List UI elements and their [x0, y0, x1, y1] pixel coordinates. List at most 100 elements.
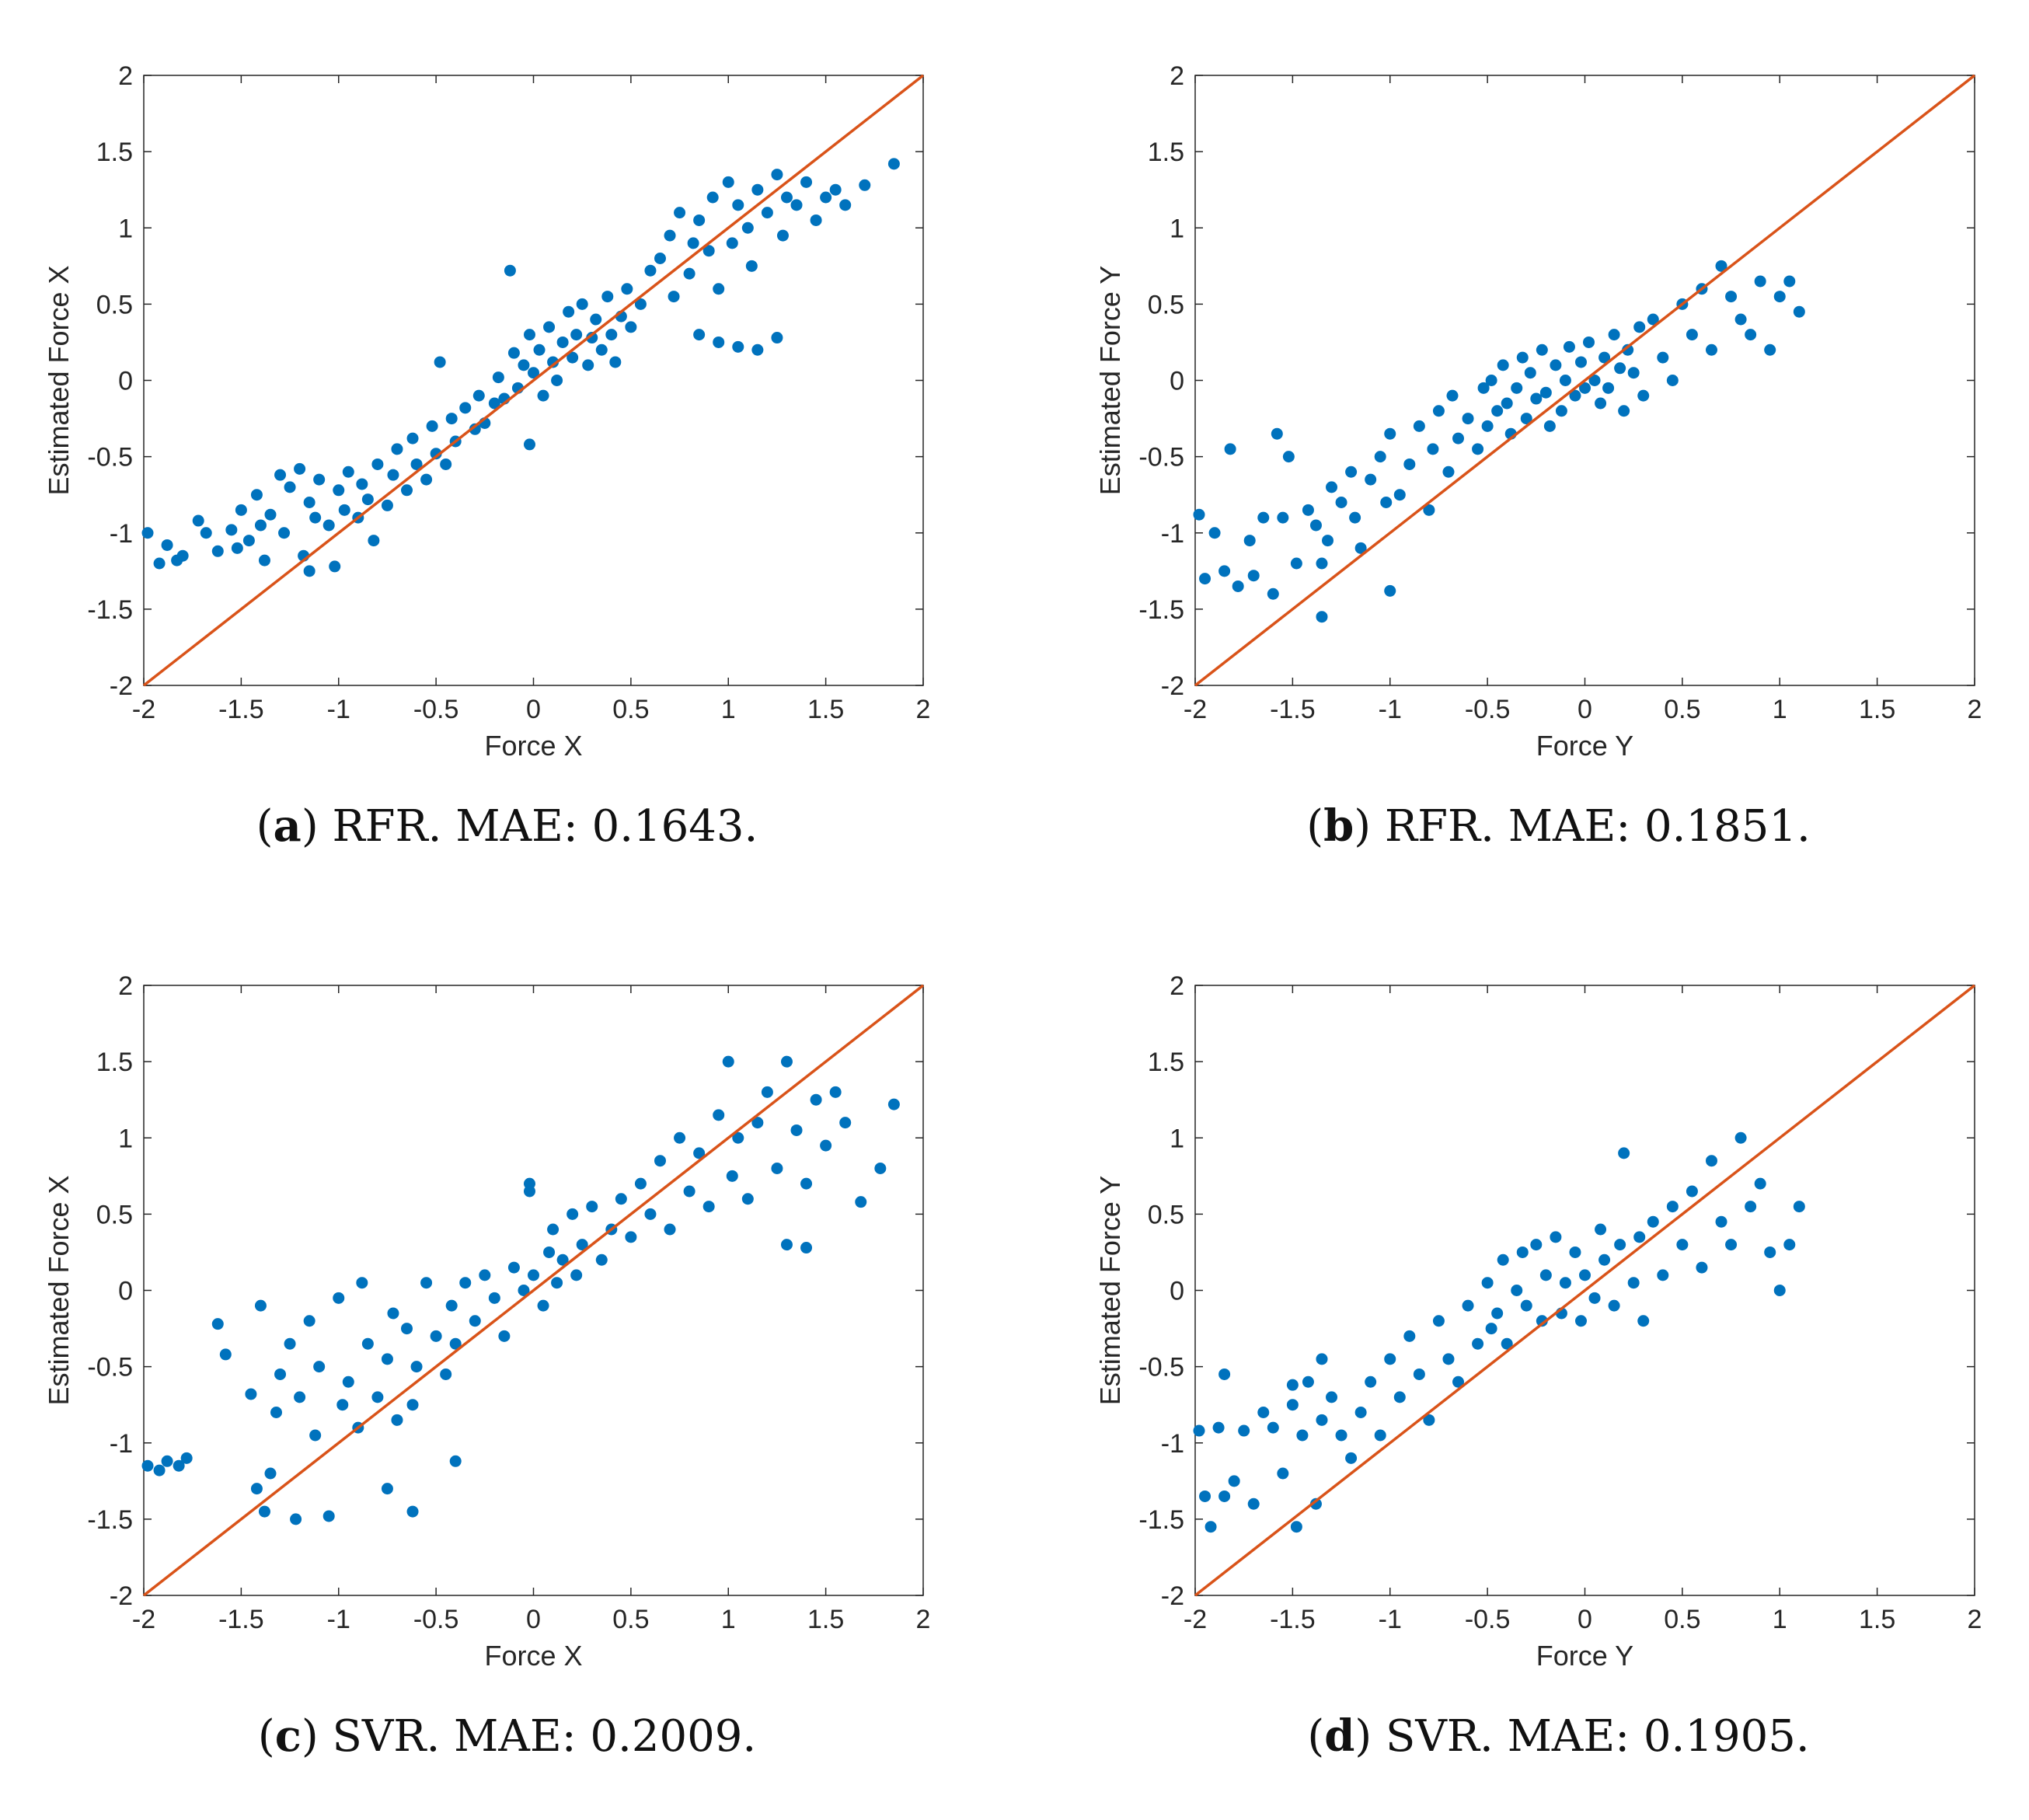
x-tick-label: -2: [1184, 1605, 1207, 1634]
data-point: [1296, 1429, 1309, 1442]
scatter-chart: -2 -1.5 -1 -0.5 0 0.5 1 1.5 2 -2 -1.5 -1 -0.5 0 0.5 1 1.…: [43, 61, 930, 762]
data-point: [1569, 389, 1581, 402]
data-point: [1199, 1490, 1211, 1502]
data-point: [1618, 1147, 1630, 1159]
data-point: [683, 1185, 696, 1198]
data-point: [1764, 1246, 1776, 1258]
data-point: [1282, 451, 1295, 463]
data-point: [771, 332, 783, 344]
x-axis-label: Force Y: [1536, 730, 1633, 762]
data-point: [391, 443, 403, 455]
x-tick-label: 2: [1968, 1605, 1982, 1634]
data-point: [1316, 611, 1328, 623]
data-point: [1754, 275, 1766, 288]
x-tick-label: 1.5: [807, 1605, 844, 1634]
x-tick-label: 0.5: [1664, 695, 1700, 724]
data-point: [547, 1223, 560, 1236]
data-point: [1793, 305, 1805, 318]
data-point: [771, 1163, 783, 1174]
data-point: [1633, 321, 1646, 333]
data-point: [615, 1193, 627, 1205]
data-point: [141, 527, 154, 539]
data-point: [1530, 1239, 1543, 1251]
data-point: [820, 191, 832, 204]
data-point: [406, 1399, 419, 1411]
x-tick-label: -2: [132, 695, 155, 724]
data-point: [1481, 420, 1494, 432]
data-point: [420, 473, 433, 486]
data-point: [141, 1459, 154, 1472]
data-point: [488, 397, 500, 410]
data-point: [1413, 1368, 1425, 1380]
data-point: [751, 183, 764, 196]
data-point: [780, 1239, 793, 1251]
data-point: [1267, 1421, 1279, 1434]
data-point: [634, 1177, 647, 1190]
data-point: [1608, 329, 1620, 341]
data-point: [1485, 1323, 1497, 1335]
x-tick-label: 0.5: [1664, 1605, 1700, 1634]
data-point: [1595, 397, 1607, 410]
data-point: [1745, 329, 1757, 341]
data-point: [1598, 351, 1611, 364]
data-point: [1365, 1375, 1377, 1388]
y-tick-label: -1.5: [1138, 1505, 1184, 1535]
data-point: [1290, 1521, 1302, 1533]
data-point: [1286, 1379, 1299, 1391]
caption-text: SVR. MAE: 0.1905.: [1386, 1711, 1810, 1762]
data-point: [290, 1513, 302, 1525]
data-point: [668, 291, 680, 303]
data-point: [333, 484, 345, 497]
data-point: [1627, 1277, 1640, 1289]
data-point: [839, 1117, 852, 1129]
data-point: [381, 1353, 393, 1365]
data-point: [1773, 1285, 1786, 1296]
data-point: [342, 1375, 354, 1388]
y-tick-label: -2: [110, 1581, 133, 1611]
scatter-chart: -2 -1.5 -1 -0.5 0 0.5 1 1.5 2 -2 -1.5 -1 -0.5 0 0.5 1 1.…: [1094, 61, 1982, 762]
data-point: [543, 321, 556, 333]
data-point: [1559, 375, 1571, 386]
data-point: [219, 1348, 232, 1361]
data-point: [722, 176, 734, 188]
data-point: [1608, 1299, 1620, 1312]
data-point: [401, 1323, 413, 1335]
data-point: [722, 1055, 734, 1068]
x-tick-label: 1: [1773, 1605, 1787, 1634]
data-point: [469, 1315, 481, 1327]
data-point: [284, 481, 296, 493]
data-point: [338, 504, 350, 516]
y-tick-label: 2: [1170, 61, 1184, 91]
data-point: [420, 1277, 433, 1289]
data-point: [1536, 343, 1548, 356]
x-tick-label: 1: [721, 695, 736, 724]
y-tick-label: -2: [1161, 1581, 1184, 1611]
data-point: [621, 283, 633, 295]
data-point: [1247, 570, 1260, 582]
x-tick-label: 0.5: [612, 695, 649, 724]
data-point: [1286, 1399, 1299, 1411]
data-point: [492, 371, 504, 384]
x-tick-label: 2: [1968, 695, 1982, 724]
x-axis-label: Force X: [484, 1640, 582, 1672]
x-tick-label: -0.5: [1465, 1605, 1511, 1634]
x-tick-label: 2: [916, 1605, 931, 1634]
data-point: [1614, 1239, 1626, 1251]
data-point: [543, 1246, 556, 1258]
data-point: [518, 359, 530, 371]
data-point: [533, 343, 546, 356]
data-point: [1335, 497, 1347, 508]
data-point: [644, 264, 657, 277]
data-point: [1588, 1292, 1601, 1304]
data-point: [567, 351, 579, 364]
caption-paren-open: (: [257, 1711, 275, 1762]
data-point: [173, 1459, 185, 1472]
data-point: [303, 497, 316, 508]
data-point: [200, 527, 212, 539]
y-tick-label: -1: [110, 1429, 133, 1459]
data-point: [1208, 527, 1221, 539]
data-point: [294, 462, 306, 475]
x-tick-label: -1: [1379, 695, 1402, 724]
data-point: [329, 560, 341, 573]
data-point: [790, 1124, 803, 1136]
